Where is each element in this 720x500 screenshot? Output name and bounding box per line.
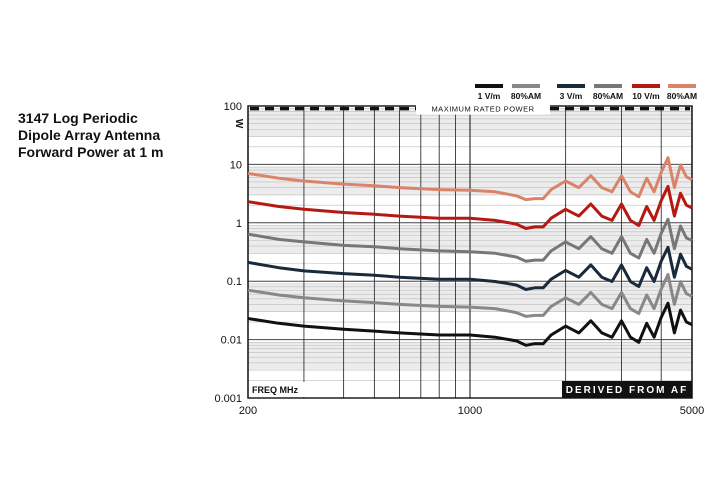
legend-label: 3 V/m	[560, 91, 583, 101]
series-line	[247, 245, 693, 291]
title-line-2: Dipole Array Antenna	[18, 127, 161, 143]
x-tick-label: 1000	[458, 405, 482, 417]
y-tick-label: 0.1	[227, 276, 242, 288]
legend: 1 V/m 80%AM 3 V/m 80%AM 10 V/m 80%AM	[475, 84, 697, 101]
max-power-label-bg	[416, 102, 550, 115]
annotation-boxes: FREQ MHz DERIVED FROM AF	[249, 381, 692, 398]
x-tick-label: 5000	[680, 405, 704, 417]
y-tick-label: 100	[224, 101, 242, 113]
y-tick-label: 1	[236, 218, 242, 230]
series-line	[247, 301, 693, 347]
chart-title: 3147 Log Periodic Dipole Array Antenna F…	[18, 110, 218, 161]
series-line	[247, 217, 693, 263]
y-tick-label: 0.01	[221, 335, 242, 347]
x-axis-label: FREQ MHz	[252, 385, 298, 395]
max-rated-power: MAXIMUM RATED POWER	[250, 102, 690, 115]
title-line-1: 3147 Log Periodic	[18, 110, 138, 126]
y-tick-label: 10	[230, 159, 242, 171]
series-line	[247, 184, 693, 230]
series-line	[247, 273, 693, 318]
legend-label: 80%AM	[511, 91, 541, 101]
y-axis-label: W	[233, 119, 244, 129]
title-line-3: Forward Power at 1 m	[18, 144, 164, 160]
max-power-label: MAXIMUM RATED POWER	[431, 105, 534, 114]
legend-label: 1 V/m	[478, 91, 501, 101]
derived-box	[562, 381, 692, 398]
legend-label: 80%AM	[593, 91, 623, 101]
legend-label: 80%AM	[667, 91, 697, 101]
y-tick-label: 0.001	[214, 393, 242, 405]
series-group	[247, 156, 693, 347]
series-line	[247, 156, 693, 202]
xlabel-box	[249, 382, 307, 397]
x-tick-label: 200	[239, 405, 257, 417]
derived-label: DERIVED FROM AF	[566, 385, 688, 396]
legend-label: 10 V/m	[632, 91, 660, 101]
